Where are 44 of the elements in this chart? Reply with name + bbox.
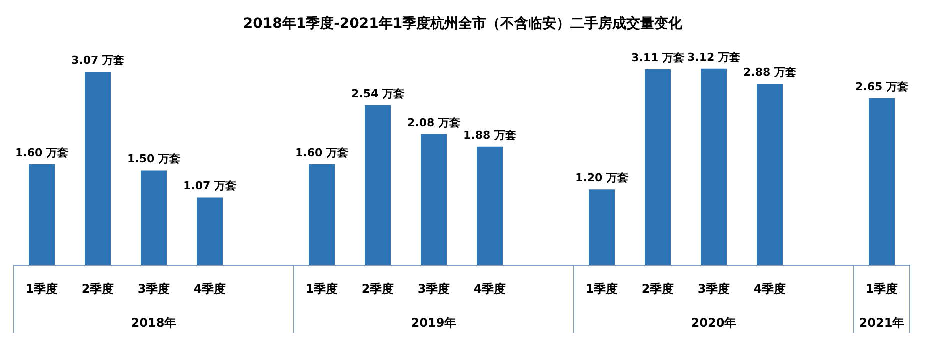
- x-tick-label: 3季度: [418, 282, 450, 296]
- chart-title: 2018年1季度-2021年1季度杭州全市（不含临安）二手房成交量变化: [243, 15, 684, 32]
- text: 2018年: [131, 316, 177, 330]
- bar: [141, 170, 167, 265]
- x-tick-label: 1季度: [306, 282, 338, 296]
- data-label: 2.88 万套: [744, 66, 796, 79]
- data-label: 1.60 万套: [296, 146, 348, 160]
- x-tick-label: 1季度: [586, 282, 618, 296]
- bar: [197, 198, 223, 265]
- bar: [645, 70, 671, 265]
- x-tick-label: 2季度: [642, 282, 674, 296]
- data-label: 2.08 万套: [408, 116, 460, 130]
- bar: [757, 84, 783, 265]
- bar: [365, 105, 391, 265]
- x-tick-label: 2季度: [82, 282, 114, 296]
- text: 2020年: [691, 316, 737, 330]
- x-tick-label: 3季度: [138, 282, 170, 296]
- text: 2019年: [411, 316, 457, 330]
- x-tick-label: 1季度: [26, 282, 58, 296]
- x-tick-label: 1季度: [866, 282, 898, 296]
- x-tick-label: 3季度: [698, 282, 730, 296]
- data-label: 2.65 万套: [856, 80, 908, 94]
- x-tick-label: 4季度: [754, 282, 786, 296]
- bar: [701, 68, 727, 265]
- bar: [589, 190, 615, 265]
- data-label: 3.11 万套: [632, 52, 684, 65]
- data-label: 1.20 万套: [576, 172, 628, 185]
- x-tick-label: 4季度: [194, 282, 226, 296]
- x-tick-label: 4季度: [474, 282, 506, 296]
- bar: [29, 164, 55, 265]
- data-label: 1.60 万套: [16, 146, 68, 160]
- data-label: 1.88 万套: [464, 128, 516, 142]
- data-label: 1.50 万套: [128, 152, 180, 166]
- data-label: 2.54 万套: [352, 87, 404, 100]
- bar: [477, 146, 503, 265]
- bar: [309, 164, 335, 265]
- data-label: 3.07 万套: [72, 54, 124, 68]
- data-label: 3.12 万套: [688, 50, 740, 64]
- text: 2021年: [859, 316, 905, 330]
- x-tick-label: 2季度: [362, 282, 394, 296]
- bar: [85, 72, 111, 265]
- data-label: 1.07 万套: [184, 180, 236, 193]
- bar: [421, 134, 447, 265]
- bar: [869, 98, 895, 265]
